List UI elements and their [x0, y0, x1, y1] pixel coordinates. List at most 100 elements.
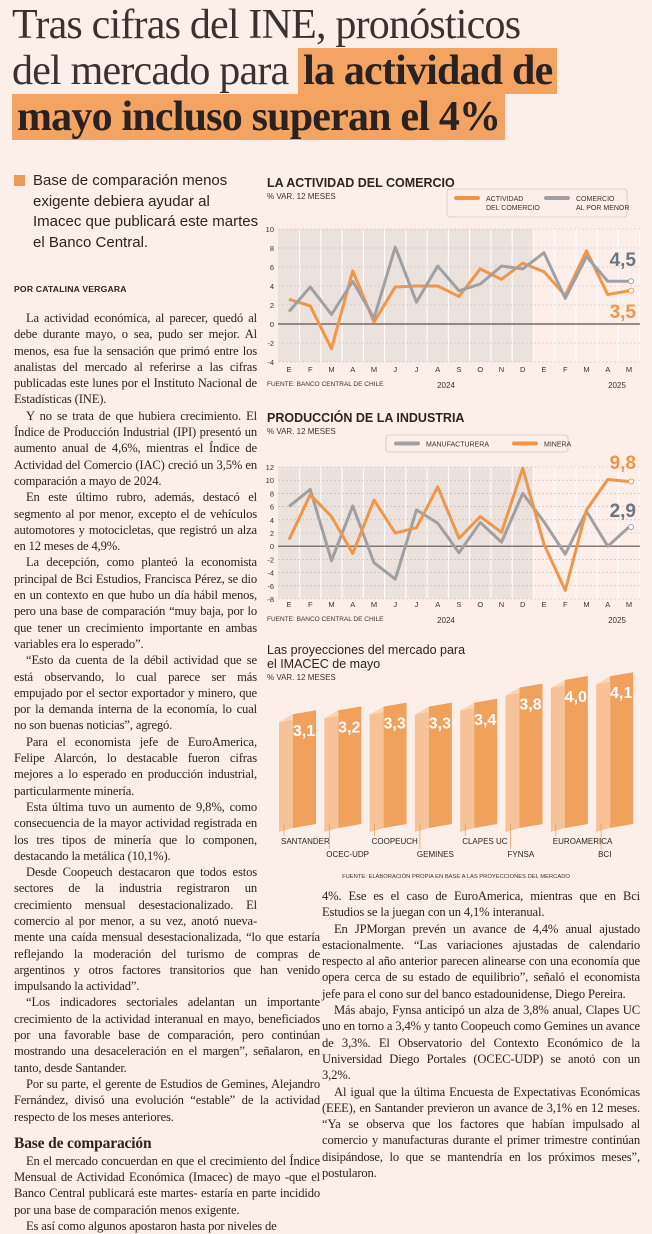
paragraph: Y no se trata de que hubiera crecimiento…: [14, 408, 257, 488]
category-label: OCEC-UDP: [326, 850, 369, 859]
bar-front: [519, 683, 543, 828]
bar-front: [428, 702, 452, 828]
end-point-marker: [628, 278, 634, 285]
paragraph: Por su parte, el gerente de Estudios de …: [14, 1076, 320, 1124]
chart-title: Las proyecciones del mercado para: [267, 643, 465, 657]
paragraph: Más abajo, Fynsa anticipó un alza de 3,8…: [322, 1003, 640, 1083]
end-value-label: 4,5: [610, 250, 637, 271]
chart-title: PRODUCCIÓN DE LA INDUSTRIA: [267, 410, 464, 425]
x-tick-label: O: [477, 600, 483, 609]
bar-side: [505, 687, 520, 832]
bar-value-label: 3,3: [383, 716, 405, 733]
y-tick-label: -6: [267, 582, 274, 591]
chart-subtitle: % VAR. 12 MESES: [267, 427, 336, 436]
y-tick-label: 6: [270, 263, 274, 272]
legend-label: COMERCIO: [576, 196, 615, 203]
paragraph: 4%. Ese es el caso de EuroAmerica, mient…: [322, 889, 640, 920]
x-tick-label: J: [415, 365, 419, 374]
category-label: CLAPES UC: [462, 837, 508, 846]
headline-highlight-2: mayo incluso superan el 4%: [12, 94, 506, 140]
y-tick-label: -2: [267, 339, 274, 348]
y-tick-label: -8: [267, 595, 274, 604]
year-label: 2025: [608, 381, 626, 390]
bar-front: [610, 672, 634, 828]
end-point-marker: [628, 287, 634, 294]
series-line-comercio-al-por-menor: [287, 245, 629, 320]
end-point-marker: [628, 524, 634, 531]
x-tick-label: A: [605, 365, 610, 374]
paragraph: Para el economista jefe de EuroAmerica, …: [14, 734, 257, 798]
year-label: 2024: [437, 616, 455, 625]
square-bullet-icon: [14, 175, 25, 186]
series-line-actividad-del-comercio: [288, 249, 630, 351]
article-column-1: La actividad económica, al parecer, qued…: [14, 310, 257, 929]
x-tick-label: M: [371, 600, 377, 609]
x-tick-label: S: [456, 600, 461, 609]
paragraph: “Los indicadores sectoriales adelantan u…: [14, 995, 320, 1075]
chart-subtitle: % VAR. 12 MESES: [267, 192, 336, 201]
category-label: SANTANDER: [281, 837, 330, 846]
x-tick-label: M: [626, 600, 632, 609]
x-tick-label: F: [563, 600, 568, 609]
y-tick-label: 0: [270, 320, 274, 329]
legend-box: [446, 188, 628, 218]
x-tick-label: M: [328, 600, 334, 609]
paragraph: En JPMorgan prevén un avance de 4,4% anu…: [322, 921, 640, 1001]
paragraph: En este último rubro, además, destacó el…: [14, 490, 257, 554]
y-tick-label: 12: [266, 463, 274, 472]
paragraph: En el mercado concuerdan en que el creci…: [14, 1153, 320, 1217]
chart-subtitle: % VAR. 12 MESES: [267, 673, 336, 682]
category-label: FYNSA: [508, 850, 535, 859]
article-column-2: mente una caída mensual desestacionaliza…: [14, 929, 320, 1234]
category-label: EUROAMERICA: [553, 837, 613, 846]
category-label: COOPEUCH: [372, 837, 418, 846]
y-tick-label: 6: [270, 503, 274, 512]
y-tick-label: 10: [266, 476, 274, 485]
x-tick-label: S: [456, 365, 461, 374]
y-tick-label: -4: [267, 569, 274, 578]
legend-label: AL POR MENOR: [576, 205, 629, 212]
section-subheading: Base de comparación: [14, 1134, 152, 1152]
headline-highlight: la actividad de: [298, 48, 558, 94]
category-label: GEMINES: [417, 850, 454, 859]
end-point-marker: [628, 478, 634, 485]
x-tick-label: J: [393, 600, 397, 609]
legend-label: DEL COMERCIO: [486, 205, 540, 212]
category-label: BCI: [598, 850, 611, 859]
bar-front: [338, 706, 362, 828]
bar-side: [460, 702, 475, 832]
byline: POR CATALINA VERGARA: [14, 284, 127, 294]
chart-source: FUENTE: BANCO CENTRAL DE CHILE: [267, 616, 384, 623]
bar-value-label: 3,8: [519, 697, 541, 714]
legend-label: ACTIVIDAD: [486, 196, 523, 203]
bar-value-label: 3,4: [474, 712, 496, 729]
x-tick-label: M: [583, 600, 589, 609]
x-tick-label: J: [415, 600, 419, 609]
bar-side: [414, 706, 429, 832]
y-tick-label: 8: [270, 489, 274, 498]
bar-value-label: 3,1: [293, 723, 315, 740]
bar-front: [474, 698, 498, 828]
y-tick-label: 4: [270, 282, 274, 291]
headline-line-1: Tras cifras del INE, pronósticos: [12, 2, 521, 48]
legend-label: MANUFACTURERA: [426, 442, 489, 449]
bar-value-label: 3,3: [429, 716, 451, 733]
legend-label: MINERA: [544, 442, 572, 449]
chart-title: LA ACTIVIDAD DEL COMERCIO: [267, 176, 455, 190]
paragraph: Desde Coopeuch destacaron que todos esto…: [14, 865, 257, 928]
x-tick-label: N: [499, 365, 504, 374]
bar-front: [383, 702, 407, 828]
x-tick-label: M: [583, 365, 589, 374]
x-tick-label: M: [626, 365, 632, 374]
x-tick-label: D: [520, 365, 526, 374]
bar-side: [324, 710, 339, 832]
paragraph: La actividad económica, al parecer, qued…: [14, 311, 257, 407]
x-tick-label: A: [605, 600, 610, 609]
end-value-label: 9,8: [610, 453, 636, 474]
y-tick-label: 2: [270, 301, 274, 310]
x-tick-label: F: [308, 600, 313, 609]
x-tick-label: A: [435, 600, 440, 609]
x-tick-label: E: [541, 600, 546, 609]
bar-side: [279, 714, 293, 832]
